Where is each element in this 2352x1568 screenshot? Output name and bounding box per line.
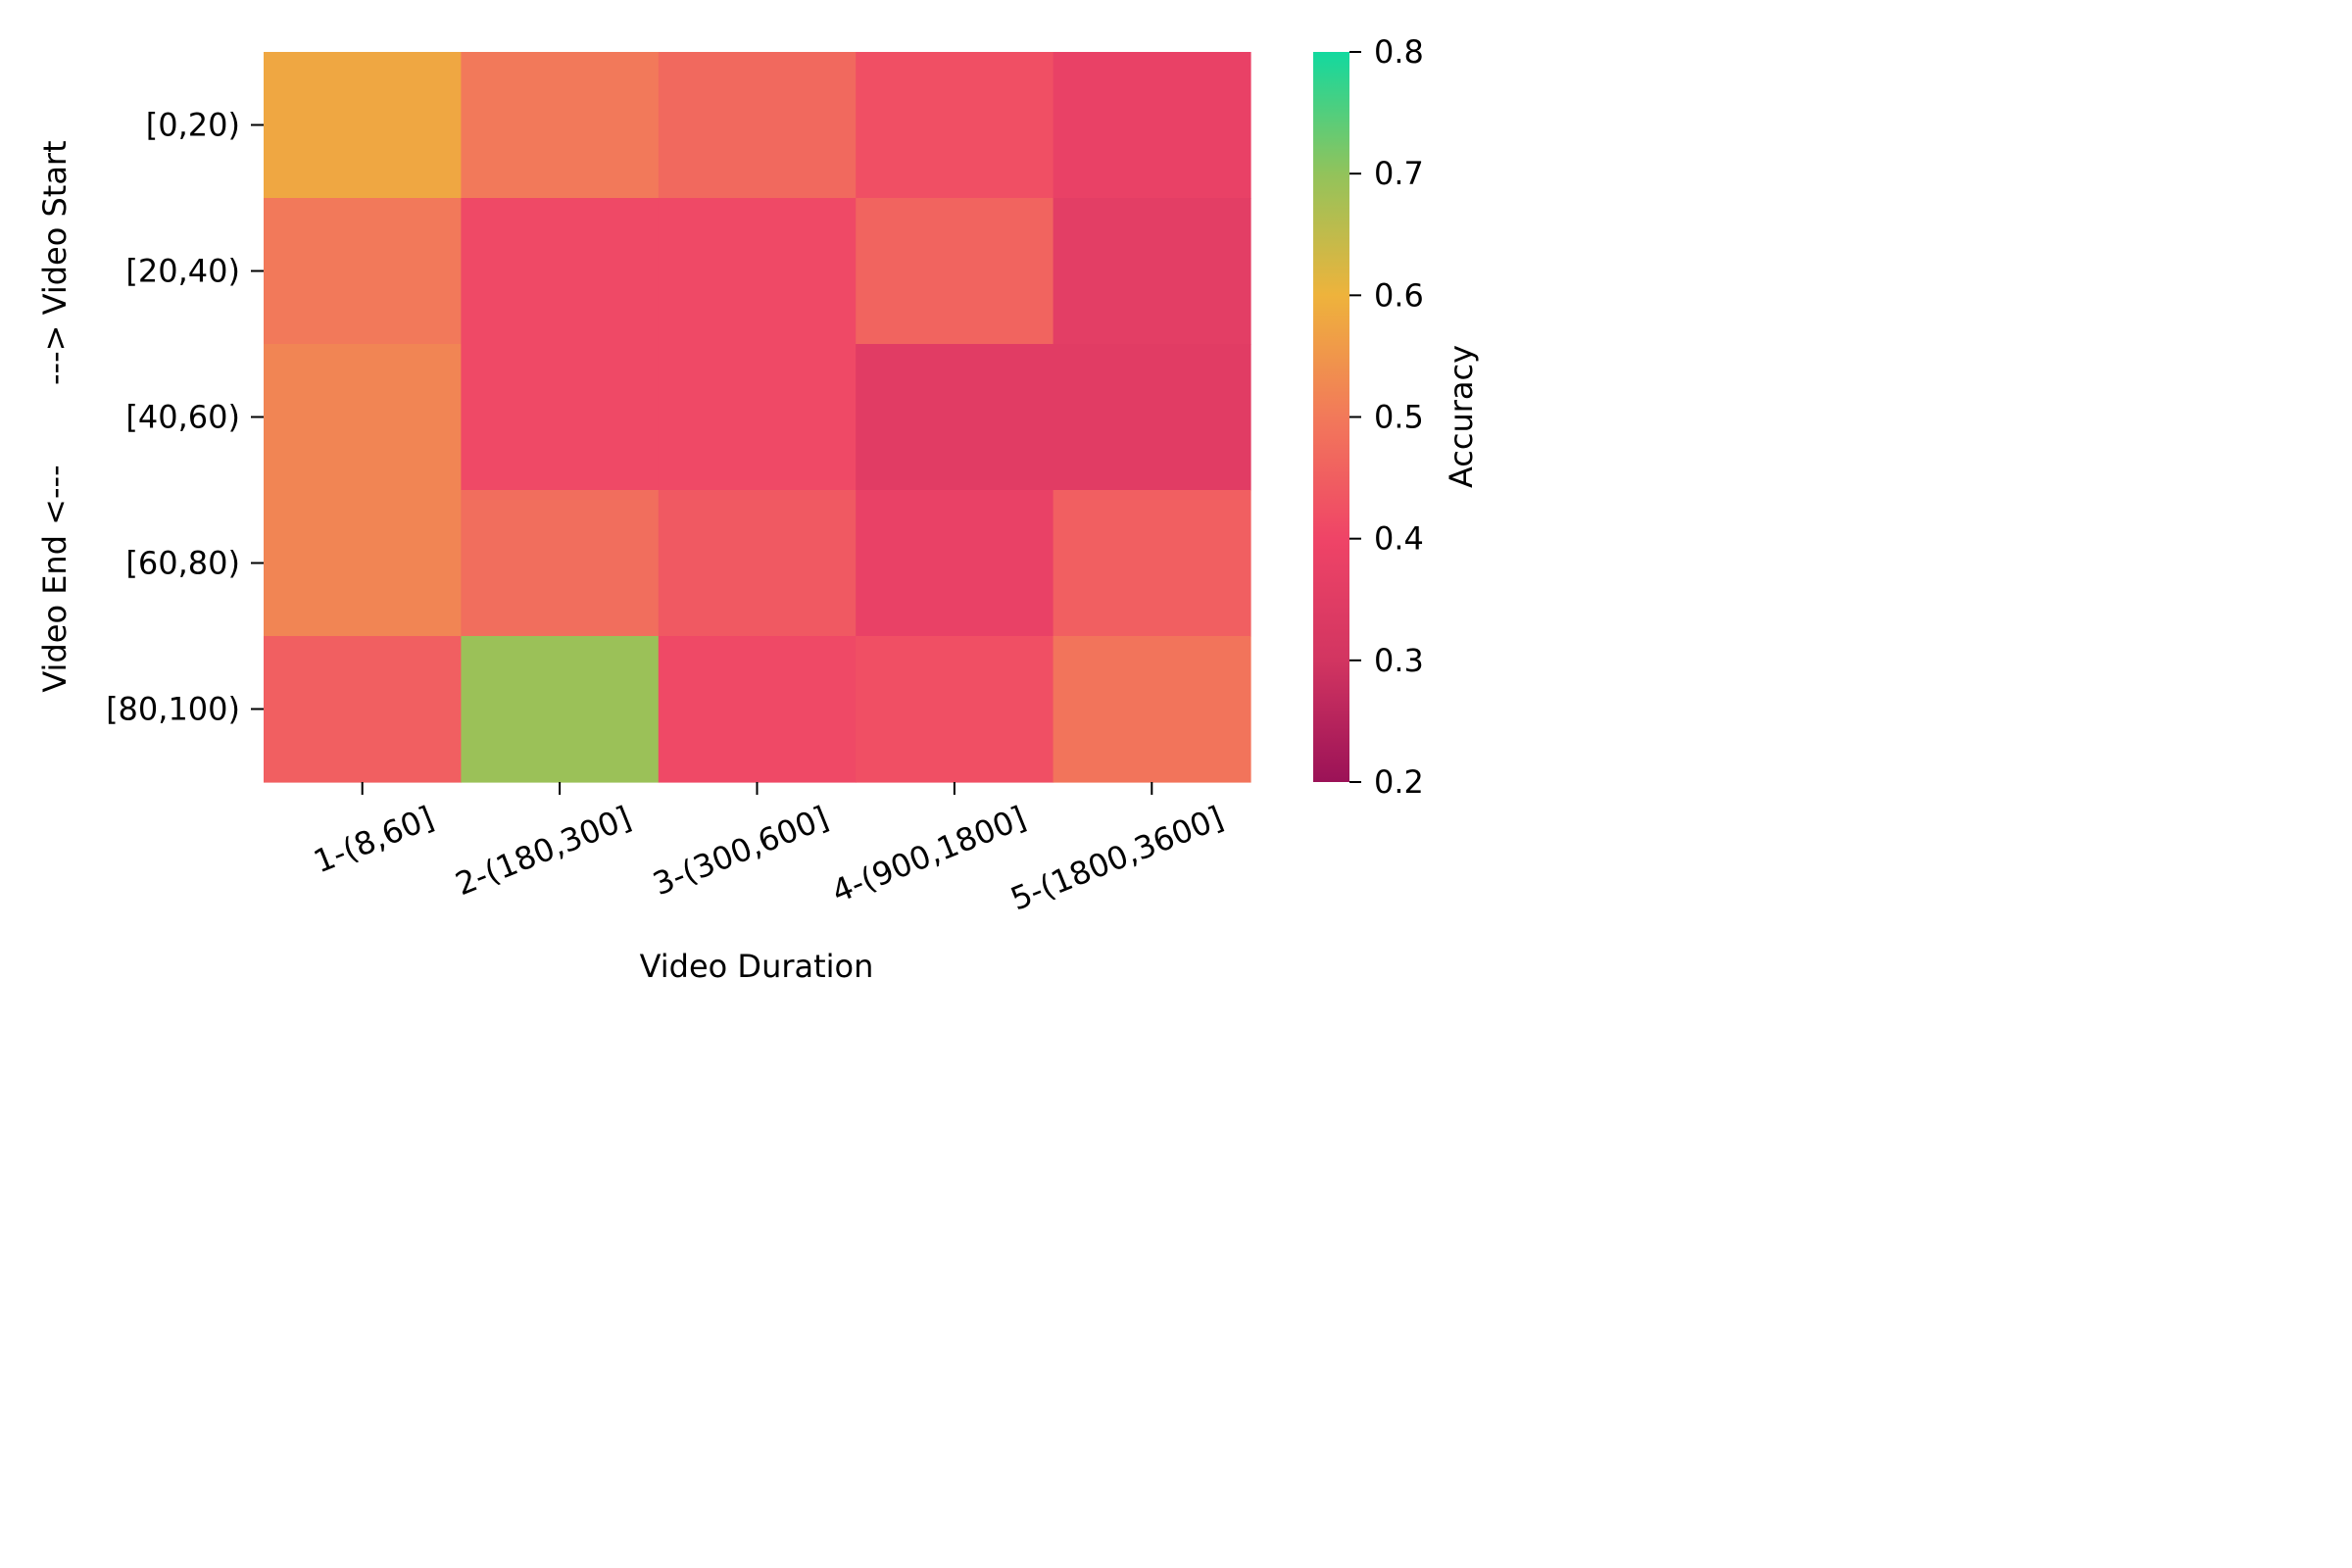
heatmap-cell xyxy=(461,490,660,637)
x-axis-ticks: 1-(8,60] 2-(180,300] 3-(300,600]4-(900,180… xyxy=(309,782,1228,918)
x-axis-label: Video Duration xyxy=(640,948,874,985)
y-tick-label: [0,20) xyxy=(146,107,240,144)
colorbar-tick-label: 0.3 xyxy=(1374,642,1424,679)
heatmap-cell xyxy=(856,52,1054,199)
y-axis-label: Video End <--- ---> Video Start xyxy=(36,140,74,692)
x-tick-label: 4-(900,1800] xyxy=(826,799,1031,910)
y-tick-label: [20,40) xyxy=(125,253,240,290)
heatmap-cell xyxy=(658,198,857,345)
heatmap-cell xyxy=(461,198,660,345)
heatmap-cell xyxy=(658,52,857,199)
heatmap-cell xyxy=(461,636,660,783)
heatmap-cell xyxy=(856,636,1054,783)
x-tick-label: 2-(180,300] xyxy=(450,799,636,903)
heatmap-cell xyxy=(1053,490,1251,637)
heatmap-cell xyxy=(658,490,857,637)
heatmap-cell xyxy=(658,344,857,491)
colorbar-gradient xyxy=(1313,52,1349,782)
heatmap-cells xyxy=(264,52,1251,783)
y-tick-label: [80,100) xyxy=(106,691,240,728)
heatmap-cell xyxy=(264,52,462,199)
heatmap-cell xyxy=(1053,52,1251,199)
heatmap-chart: 1-(8,60] 2-(180,300] 3-(300,600]4-(900,180… xyxy=(36,33,1480,985)
colorbar-tick-label: 0.6 xyxy=(1374,276,1424,314)
heatmap-cell xyxy=(856,198,1054,345)
colorbar-ticks: 0.2 0.3 0.4 0.5 0.6 0.7 0.8 xyxy=(1349,33,1424,801)
x-tick-label: 1-(8,60] xyxy=(309,799,439,880)
heatmap-cell xyxy=(856,344,1054,491)
heatmap-cell xyxy=(461,52,660,199)
colorbar-label: Accuracy xyxy=(1443,345,1480,488)
y-tick-label: [40,60) xyxy=(125,399,240,436)
x-tick-label: 3-(300,600] xyxy=(648,799,834,903)
x-tick-label: 5-(1800,3600] xyxy=(1005,799,1228,917)
heatmap-cell xyxy=(264,490,462,637)
colorbar-tick-label: 0.7 xyxy=(1374,155,1424,192)
colorbar: 0.2 0.3 0.4 0.5 0.6 0.7 0.8 Accuracy xyxy=(1313,33,1480,801)
heatmap-cell xyxy=(658,636,857,783)
heatmap-cell xyxy=(856,490,1054,637)
heatmap-cell xyxy=(264,636,462,783)
heatmap-cell xyxy=(1053,198,1251,345)
y-tick-label: [60,80) xyxy=(125,545,240,582)
heatmap-cell xyxy=(1053,636,1251,783)
colorbar-tick-label: 0.8 xyxy=(1374,33,1424,71)
colorbar-tick-label: 0.4 xyxy=(1374,520,1424,558)
colorbar-tick-label: 0.5 xyxy=(1374,399,1424,436)
colorbar-tick-label: 0.2 xyxy=(1374,763,1424,801)
y-axis-ticks: [0,20) [20,40) [40,60) [60,80) [80,100) xyxy=(106,107,264,728)
heatmap-cell xyxy=(264,344,462,491)
heatmap-cell xyxy=(1053,344,1251,491)
heatmap-cell xyxy=(264,198,462,345)
heatmap-cell xyxy=(461,344,660,491)
